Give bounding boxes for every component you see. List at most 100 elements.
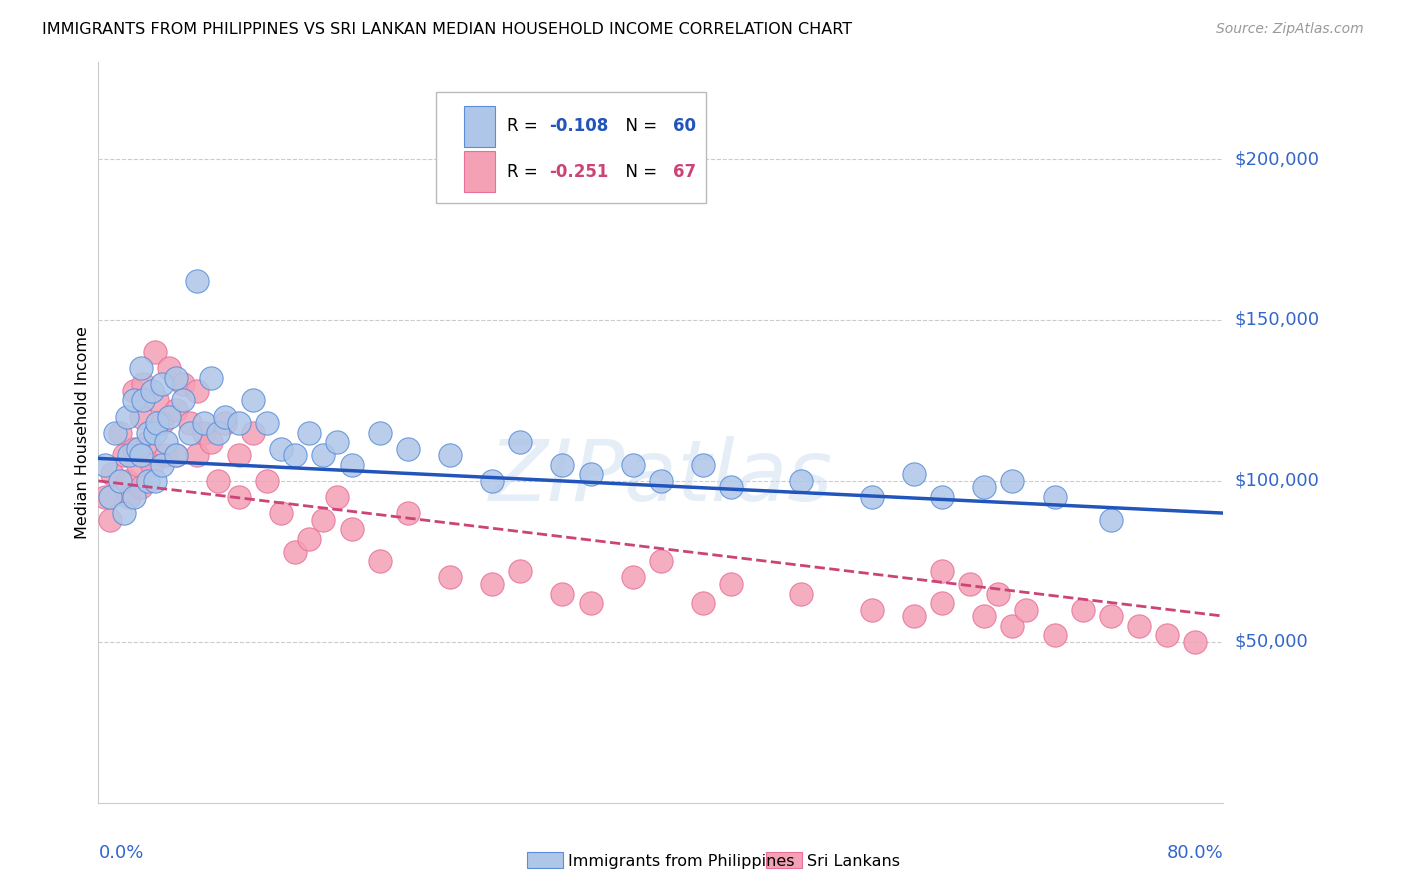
Point — [340, 522, 363, 536]
Point — [860, 602, 883, 616]
Point — [270, 442, 292, 456]
Point — [118, 490, 141, 504]
Point — [101, 467, 124, 482]
Point — [790, 474, 813, 488]
Point — [228, 490, 250, 504]
Text: $100,000: $100,000 — [1234, 472, 1319, 490]
Point — [172, 377, 194, 392]
Point — [959, 577, 981, 591]
Point — [186, 384, 208, 398]
Bar — [766, 852, 801, 868]
Text: N =: N = — [614, 118, 662, 136]
Point — [141, 384, 163, 398]
Point — [98, 512, 121, 526]
Point — [141, 458, 163, 472]
Point — [326, 435, 349, 450]
Text: IMMIGRANTS FROM PHILIPPINES VS SRI LANKAN MEDIAN HOUSEHOLD INCOME CORRELATION CH: IMMIGRANTS FROM PHILIPPINES VS SRI LANKA… — [42, 22, 852, 37]
Point — [108, 474, 131, 488]
Point — [146, 416, 169, 430]
Point — [1128, 619, 1150, 633]
Point — [143, 474, 166, 488]
Point — [193, 425, 215, 440]
Point — [94, 458, 117, 472]
Point — [127, 458, 149, 472]
Point — [579, 467, 602, 482]
Text: $200,000: $200,000 — [1234, 150, 1319, 168]
Point — [298, 425, 321, 440]
Point — [1099, 609, 1122, 624]
Point — [973, 609, 995, 624]
Point — [136, 474, 159, 488]
Point — [1015, 602, 1038, 616]
Point — [1043, 490, 1066, 504]
Point — [790, 586, 813, 600]
Point — [214, 416, 236, 430]
Point — [720, 577, 742, 591]
Point — [146, 393, 169, 408]
Point — [1001, 619, 1024, 633]
Point — [439, 448, 461, 462]
Point — [165, 371, 187, 385]
Point — [104, 425, 127, 440]
Point — [284, 448, 307, 462]
Point — [108, 425, 131, 440]
Point — [579, 596, 602, 610]
Point — [987, 586, 1010, 600]
Text: N =: N = — [614, 162, 662, 181]
Point — [284, 545, 307, 559]
Point — [621, 458, 644, 472]
Point — [127, 442, 149, 456]
Point — [312, 512, 335, 526]
Point — [179, 416, 201, 430]
Point — [207, 474, 229, 488]
Point — [1001, 474, 1024, 488]
Point — [326, 490, 349, 504]
Point — [122, 393, 145, 408]
FancyBboxPatch shape — [436, 92, 706, 203]
Point — [228, 448, 250, 462]
Point — [439, 570, 461, 584]
Point — [692, 596, 714, 610]
Point — [186, 448, 208, 462]
Point — [94, 490, 117, 504]
Point — [186, 274, 208, 288]
Text: $50,000: $50,000 — [1234, 632, 1308, 651]
Point — [481, 577, 503, 591]
Point — [551, 586, 574, 600]
Point — [860, 490, 883, 504]
Point — [143, 425, 166, 440]
Point — [207, 425, 229, 440]
Point — [256, 416, 278, 430]
Text: R =: R = — [506, 118, 543, 136]
Point — [165, 448, 187, 462]
Point — [692, 458, 714, 472]
Point — [122, 442, 145, 456]
Point — [129, 448, 152, 462]
Point — [551, 458, 574, 472]
Point — [136, 425, 159, 440]
Text: 60: 60 — [673, 118, 696, 136]
Point — [340, 458, 363, 472]
FancyBboxPatch shape — [464, 106, 495, 147]
Point — [903, 467, 925, 482]
Point — [98, 490, 121, 504]
Point — [396, 442, 419, 456]
Point — [150, 416, 173, 430]
Point — [112, 448, 135, 462]
Point — [122, 490, 145, 504]
FancyBboxPatch shape — [464, 152, 495, 192]
Point — [931, 596, 953, 610]
Text: -0.251: -0.251 — [550, 162, 609, 181]
Point — [1156, 628, 1178, 642]
Point — [650, 474, 672, 488]
Text: Sri Lankans: Sri Lankans — [807, 855, 900, 869]
Point — [200, 435, 222, 450]
Text: -0.108: -0.108 — [550, 118, 609, 136]
Point — [509, 435, 531, 450]
Bar — [527, 852, 562, 868]
Point — [368, 425, 391, 440]
Point — [129, 480, 152, 494]
Point — [157, 409, 180, 424]
Point — [242, 425, 264, 440]
Point — [115, 474, 138, 488]
